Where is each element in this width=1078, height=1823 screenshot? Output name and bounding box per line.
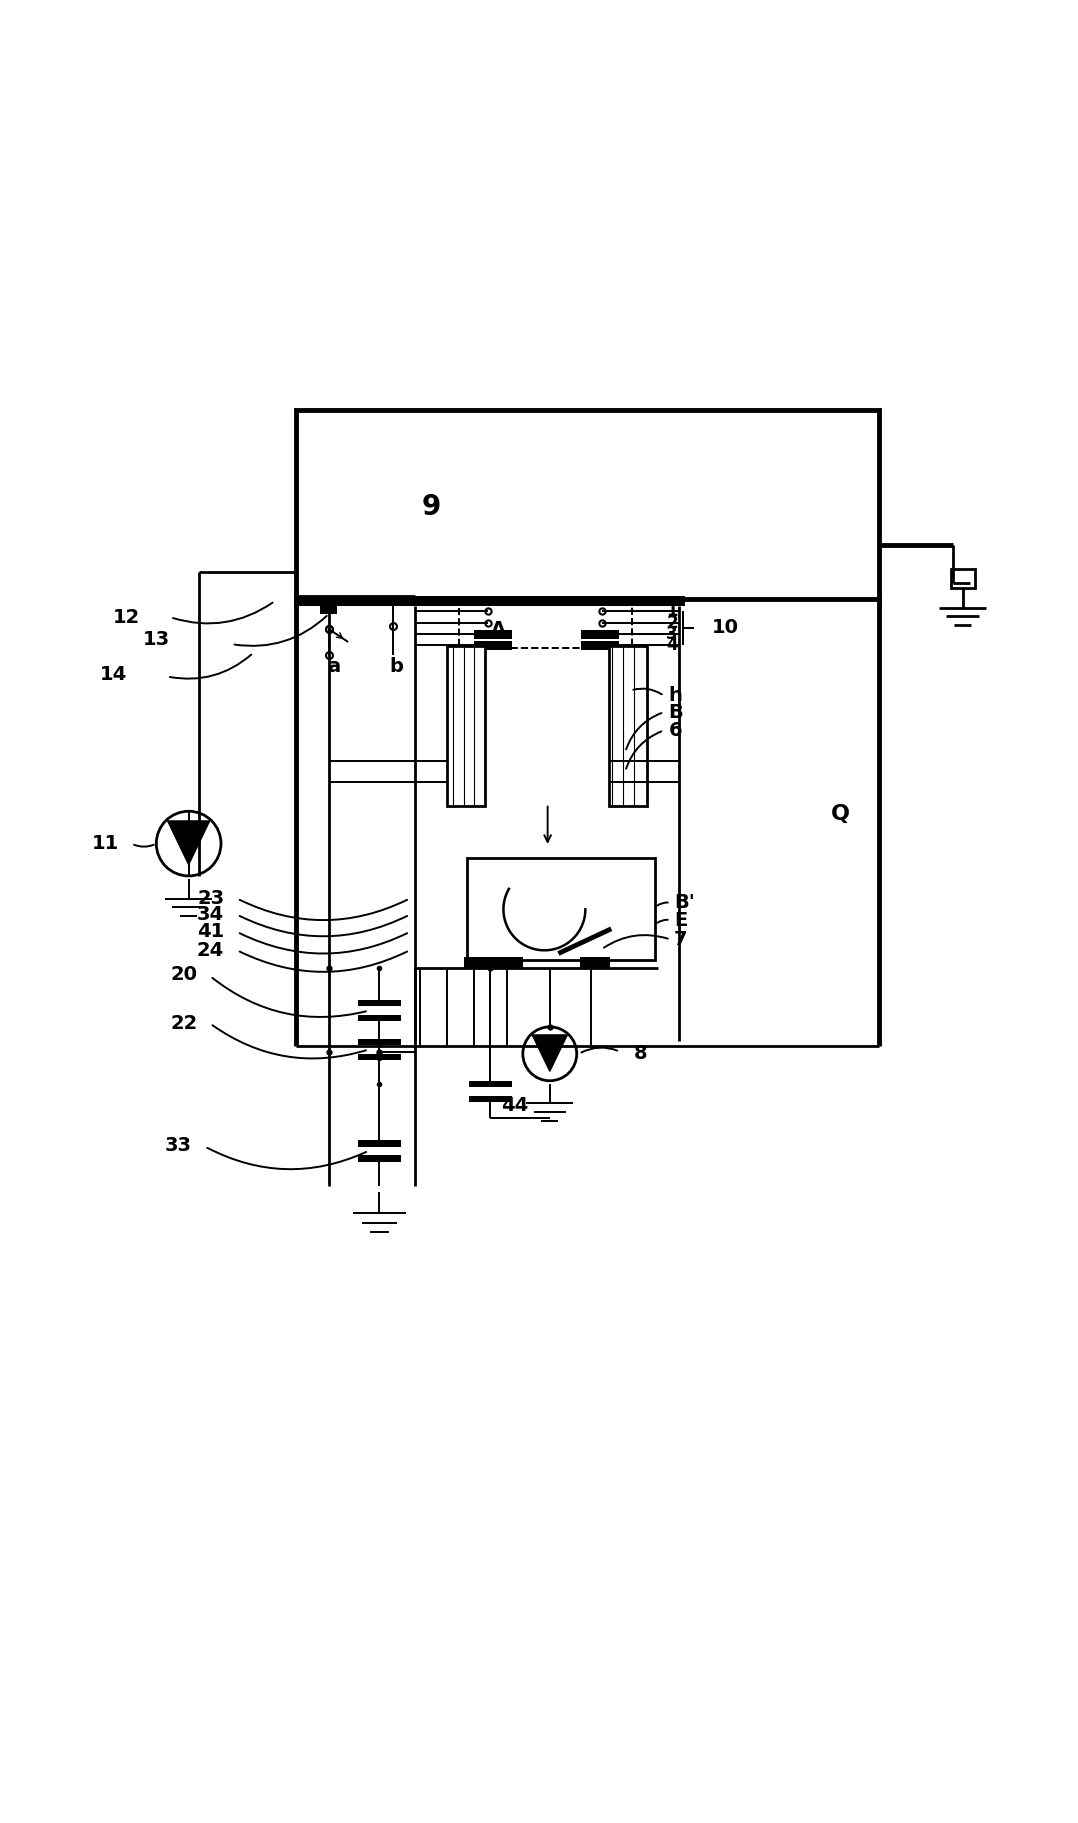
- Bar: [358, 999, 401, 1006]
- Bar: [447, 647, 485, 806]
- Text: 14: 14: [99, 665, 127, 684]
- Text: 20: 20: [170, 964, 197, 984]
- Bar: [474, 642, 512, 649]
- Text: Q: Q: [831, 804, 851, 824]
- Text: h: h: [668, 687, 682, 706]
- Polygon shape: [533, 1035, 567, 1072]
- Text: 11: 11: [92, 835, 119, 853]
- Bar: [358, 1015, 401, 1021]
- Text: a: a: [328, 658, 341, 676]
- Text: 6: 6: [668, 720, 682, 740]
- Bar: [580, 957, 610, 968]
- Bar: [474, 631, 512, 638]
- Text: 34: 34: [197, 906, 224, 924]
- Text: 22: 22: [170, 1014, 197, 1034]
- Text: 41: 41: [197, 922, 224, 941]
- Bar: [609, 647, 647, 806]
- Bar: [358, 1156, 401, 1161]
- Text: 4: 4: [666, 636, 678, 654]
- Bar: [469, 1081, 512, 1087]
- Text: 8: 8: [634, 1045, 648, 1063]
- Text: b: b: [390, 658, 403, 676]
- Bar: [467, 857, 655, 961]
- Text: 44: 44: [501, 1096, 528, 1116]
- Text: 33: 33: [165, 1136, 192, 1156]
- Bar: [296, 596, 685, 607]
- Text: A: A: [490, 620, 506, 638]
- Bar: [469, 1096, 512, 1103]
- Text: 9: 9: [421, 494, 441, 521]
- Text: 3: 3: [666, 625, 678, 644]
- Text: B: B: [668, 702, 683, 722]
- Text: B': B': [674, 893, 694, 912]
- Text: 2: 2: [666, 614, 678, 631]
- Text: 1: 1: [666, 602, 678, 620]
- Polygon shape: [168, 820, 209, 864]
- Bar: [464, 957, 523, 968]
- Text: 13: 13: [142, 631, 170, 649]
- Bar: [459, 600, 632, 649]
- Bar: [296, 410, 879, 600]
- Bar: [358, 1039, 401, 1045]
- Text: 12: 12: [113, 607, 140, 627]
- Bar: [358, 1139, 401, 1147]
- Text: E: E: [674, 912, 687, 930]
- Bar: [320, 596, 337, 614]
- Text: 24: 24: [197, 941, 224, 959]
- Bar: [581, 631, 619, 638]
- Text: 10: 10: [711, 618, 738, 638]
- Text: 23: 23: [197, 890, 224, 908]
- Bar: [358, 1054, 401, 1061]
- Text: 7: 7: [674, 930, 688, 950]
- Bar: [581, 642, 619, 649]
- Bar: [951, 569, 975, 589]
